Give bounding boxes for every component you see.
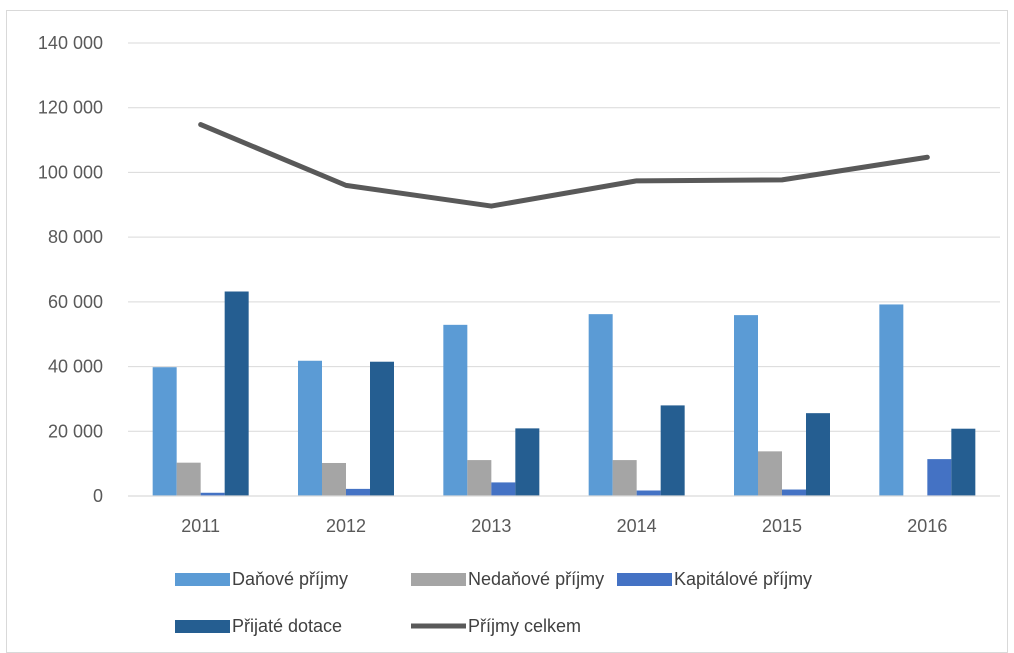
legend-label: Nedaňové příjmy [468, 569, 604, 589]
total-line [198, 122, 930, 209]
bar [734, 315, 758, 496]
bar [927, 459, 952, 496]
bar [588, 314, 613, 496]
y-tick-label: 100 000 [38, 162, 103, 182]
gridlines [128, 42, 1000, 432]
bar [782, 489, 806, 496]
legend-label: Kapitálové příjmy [674, 569, 812, 589]
legend-label: Přijaté dotace [232, 616, 342, 636]
legend-label: Příjmy celkem [468, 616, 581, 636]
x-tick-label: 2015 [762, 516, 802, 536]
bar [491, 482, 516, 496]
y-tick-label: 0 [93, 486, 103, 506]
chart-frame [6, 10, 1008, 653]
y-tick-label: 140 000 [38, 33, 103, 53]
legend-swatch [175, 620, 230, 633]
bar [515, 428, 540, 496]
bar [346, 488, 370, 496]
bar [660, 405, 685, 496]
bar [370, 361, 394, 496]
bar [298, 360, 322, 496]
bar [879, 304, 904, 496]
bars [152, 291, 976, 496]
series-line [198, 122, 930, 209]
bar [951, 428, 976, 496]
bar [443, 324, 468, 496]
x-axis-ticks: 2011 2012 2013 2014 2015 2016 [181, 516, 947, 536]
legend-item: Kapitálové příjmy [617, 569, 812, 589]
bar [224, 291, 249, 496]
y-axis-ticks: 0 20 000 40 000 60 000 80 000 100 000 120 000 1… [38, 33, 103, 506]
x-tick-label: 2014 [617, 516, 657, 536]
bar [636, 490, 661, 496]
y-tick-label: 20 000 [48, 421, 103, 441]
legend-swatch [411, 573, 466, 586]
y-tick-label: 40 000 [48, 357, 103, 377]
y-tick-label: 120 000 [38, 98, 103, 118]
x-tick-label: 2011 [181, 516, 220, 536]
legend-item: Daňové příjmy [175, 569, 348, 589]
y-tick-label: 80 000 [48, 227, 103, 247]
x-tick-label: 2013 [471, 516, 511, 536]
bar [758, 451, 782, 496]
bar [176, 462, 201, 496]
bar [806, 413, 830, 496]
x-tick-label: 2016 [907, 516, 947, 536]
legend-item: Nedaňové příjmy [411, 569, 604, 589]
bar [322, 462, 346, 496]
legend-label: Daňové příjmy [232, 569, 348, 589]
bar [467, 460, 492, 496]
legend-item: Příjmy celkem [411, 616, 581, 636]
legend-swatch [175, 573, 230, 586]
y-tick-label: 60 000 [48, 292, 103, 312]
legend-item: Přijaté dotace [175, 616, 342, 636]
bar [152, 367, 177, 496]
legend: Daňové příjmy Nedaňové příjmy Kapitálové p… [175, 569, 812, 636]
legend-swatch [617, 573, 672, 586]
bar [200, 492, 225, 496]
x-tick-label: 2012 [326, 516, 366, 536]
bar [612, 460, 637, 496]
